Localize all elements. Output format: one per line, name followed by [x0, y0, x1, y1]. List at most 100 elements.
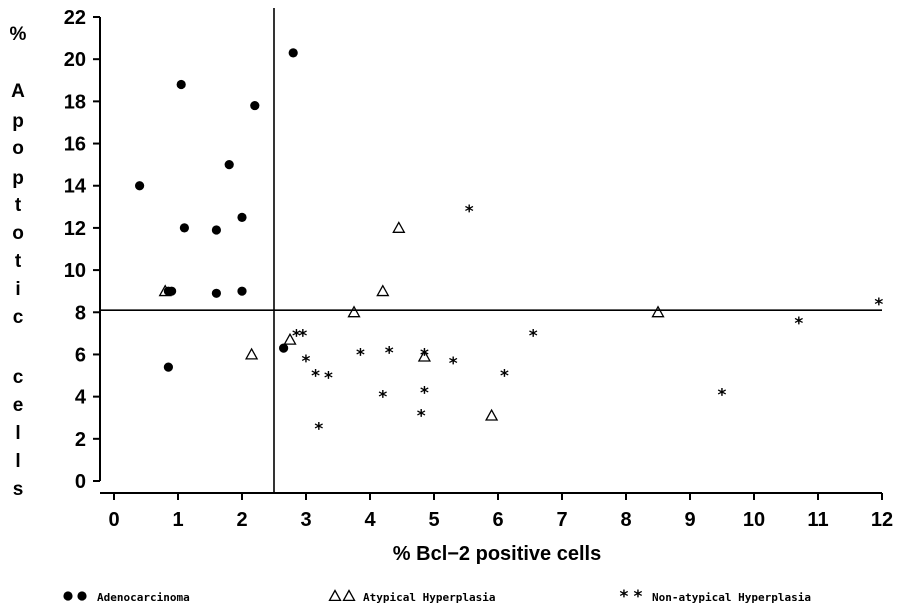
x-tick-label: 1	[172, 509, 183, 531]
legend-marker-star: *	[634, 587, 643, 607]
legend-marker-triangle	[342, 589, 356, 602]
legend-marker-triangle	[328, 589, 342, 602]
x-tick-label: 7	[556, 509, 567, 531]
circle-point	[179, 223, 189, 233]
x-tick-label: 12	[871, 509, 893, 531]
y-axis-title-char: %	[10, 24, 27, 45]
y-tick-label: 20	[64, 49, 86, 71]
reference-lines	[100, 8, 882, 493]
y-tick-label: 2	[75, 429, 86, 451]
star-point: *	[529, 326, 538, 346]
legend-label: Non-atypical Hyperplasia	[652, 591, 811, 604]
y-axis-title-char: c	[13, 307, 24, 328]
star-point: *	[292, 326, 301, 346]
legend-label: Atypical Hyperplasia	[363, 591, 495, 604]
star-point: *	[302, 352, 311, 372]
star-point: *	[465, 202, 474, 222]
triangle-point	[651, 305, 665, 318]
y-tick-label: 0	[75, 471, 86, 493]
star-point: *	[449, 354, 458, 374]
y-axis-title-char: l	[15, 423, 20, 444]
legend-marker-circle	[63, 591, 73, 601]
star-point: *	[420, 345, 429, 365]
series-star: ************ *******	[292, 202, 883, 439]
legend-item: Atypical Hyperplasia	[328, 589, 495, 604]
triangle-point	[158, 284, 172, 297]
y-tick-label: 14	[64, 176, 87, 198]
legend-item: * * Non-atypical Hyperplasia	[620, 587, 811, 607]
x-tick-label: 5	[428, 509, 439, 531]
y-tick-label: 10	[64, 260, 86, 282]
triangle-point	[283, 332, 297, 345]
y-axis-title-char: e	[13, 395, 24, 416]
circle-point	[279, 343, 289, 353]
circle-point	[237, 286, 247, 296]
y-axis-title-char: s	[13, 479, 24, 500]
y-tick-label: 4	[75, 387, 87, 409]
legend-item: Adenocarcinoma	[63, 591, 190, 604]
y-tick-label: 12	[64, 218, 86, 240]
x-axis-title: % Bcl−2 positive cells	[393, 543, 601, 565]
circle-point	[211, 288, 221, 298]
x-tick-label: 10	[743, 509, 765, 531]
star-point: *	[718, 386, 727, 406]
x-tick-label: 3	[300, 509, 311, 531]
star-point: *	[356, 345, 365, 365]
x-tick-label: 2	[236, 509, 247, 531]
y-axis-title-char: l	[15, 451, 20, 472]
circle-point	[224, 160, 234, 170]
star-point: *	[311, 367, 320, 387]
y-axis-title-char: o	[12, 138, 24, 159]
circle-point	[250, 100, 260, 111]
circle-point	[288, 48, 298, 58]
y-tick-label: 8	[75, 302, 86, 324]
x-tick-label: 9	[684, 509, 695, 531]
y-axis-title-char: t	[15, 251, 22, 272]
circle-point	[135, 181, 145, 191]
triangle-point	[392, 221, 406, 233]
x-tick-label: 4	[364, 509, 376, 531]
x-tick-label: 0	[108, 509, 119, 531]
y-axis-title-char: c	[13, 367, 24, 388]
legend-marker-circle	[77, 591, 87, 601]
legend-label: Adenocarcinoma	[97, 591, 190, 604]
series-triangle	[158, 221, 665, 421]
star-point: *	[420, 383, 429, 403]
triangle-point	[376, 284, 390, 297]
circle-point	[163, 362, 173, 372]
y-axis-title-char: o	[12, 223, 24, 244]
circle-point	[211, 225, 221, 235]
star-point: *	[298, 326, 307, 346]
circle-point	[237, 212, 247, 222]
legend-marker-star: *	[620, 587, 629, 607]
triangle-point	[347, 305, 361, 318]
star-point: *	[874, 295, 883, 315]
y-axis-title-char: p	[12, 168, 24, 189]
y-tick-label: 6	[75, 344, 86, 366]
star-point: *	[314, 419, 323, 439]
y-tick-label: 18	[64, 91, 86, 113]
x-tick-label: 11	[807, 509, 828, 531]
data-points: ************ *******	[135, 48, 883, 439]
y-axis-title-char: i	[15, 279, 20, 300]
y-axis-title-char: A	[11, 81, 25, 102]
star-point: *	[324, 369, 333, 389]
y-axis-title-char: p	[12, 111, 24, 132]
star-point: *	[385, 343, 394, 363]
legend: Adenocarcinoma Atypical Hyperplasia * * Non-…	[63, 587, 811, 607]
triangle-point	[417, 349, 432, 362]
triangle-point	[244, 347, 259, 360]
circle-point	[176, 79, 186, 90]
star-point: *	[500, 367, 509, 387]
x-tick-label: 8	[620, 509, 631, 531]
x-tick-label: 6	[492, 509, 503, 531]
star-point: *	[417, 407, 426, 427]
y-tick-label: 22	[64, 7, 86, 29]
y-tick-label: 16	[64, 134, 86, 156]
triangle-point	[484, 408, 499, 421]
y-axis-title-char: t	[15, 195, 22, 216]
star-point: *	[378, 388, 387, 408]
